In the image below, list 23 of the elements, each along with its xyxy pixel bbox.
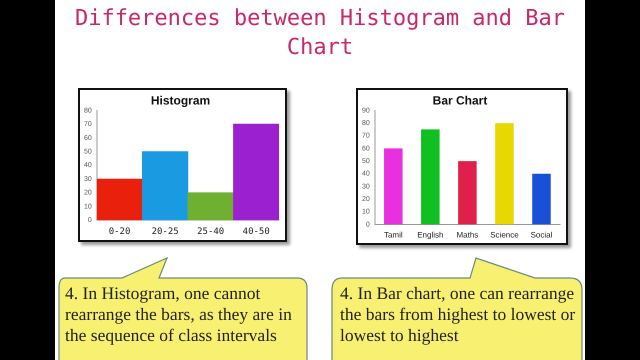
text: 4. In Bar chart, one can rearrange the bars from highest to lowest or lowest to highest: [340, 283, 576, 346]
x-tick-label: Maths: [456, 230, 478, 240]
x-tick-label: 20-25: [152, 226, 179, 237]
x-tick-label: English: [417, 230, 444, 240]
x-tick-label: 0-20: [108, 226, 130, 237]
bar: [142, 151, 188, 220]
x-tick-label: 40-50: [242, 226, 270, 237]
x-tick-label: Tamil: [384, 230, 403, 240]
text: 4. In Histogram, one cannot rearrange the bars, as they are in the sequence of class intervals: [65, 283, 293, 346]
bar: [532, 174, 551, 224]
text: Differences between Histogram and Bar Chart: [74, 5, 566, 62]
bar: [233, 124, 279, 220]
bar: [384, 148, 403, 224]
x-tick-label: Science: [490, 230, 520, 240]
x-tick-label: 25-40: [197, 226, 224, 237]
bar: [495, 123, 514, 224]
bar: [421, 129, 440, 224]
bar: [96, 178, 143, 220]
x-tick-label: Social: [530, 230, 553, 240]
chart-title: Bar Chart: [432, 94, 488, 108]
bar: [188, 192, 234, 220]
chart-title: Histogram: [150, 94, 210, 108]
bar: [458, 161, 477, 224]
